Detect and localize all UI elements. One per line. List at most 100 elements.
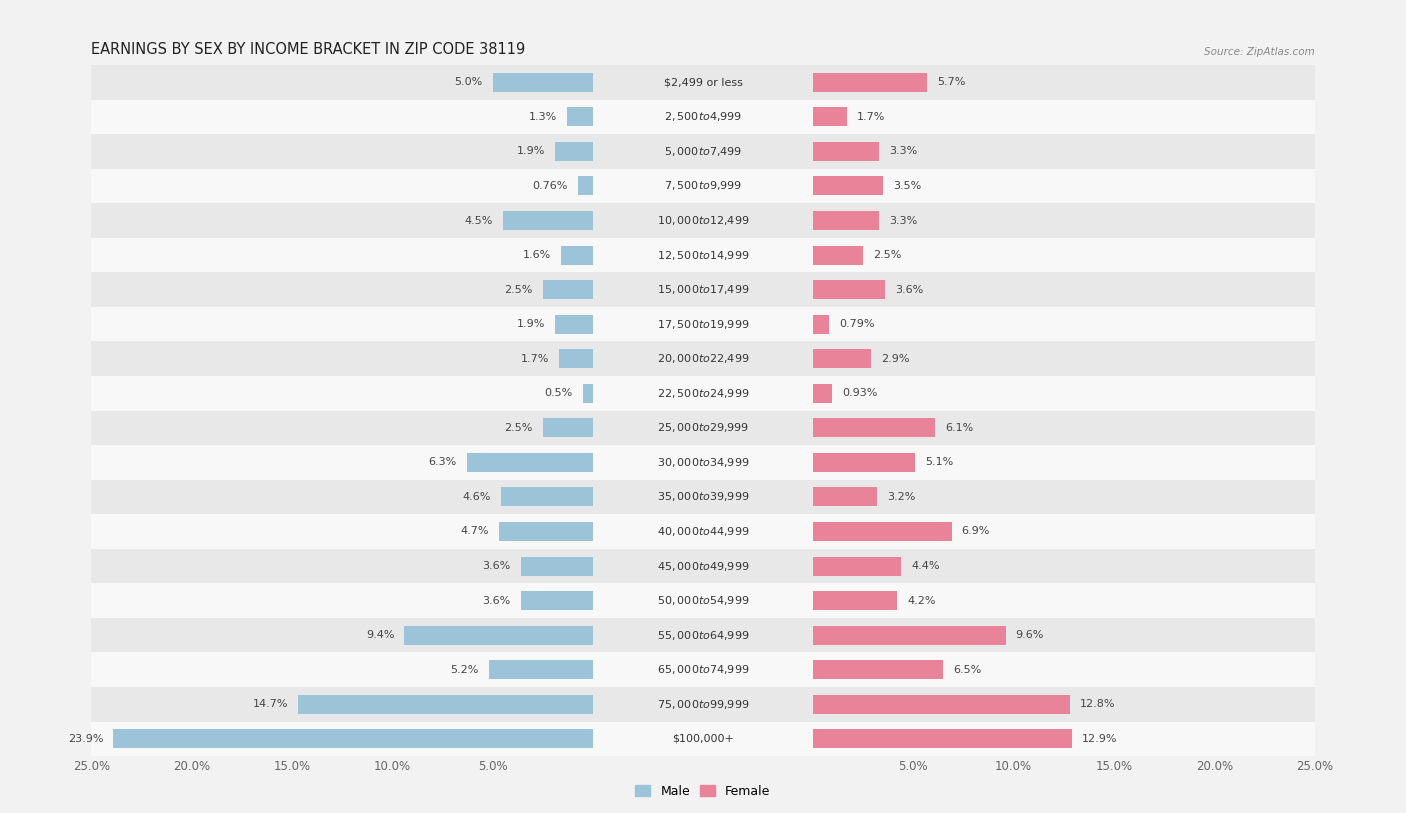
Text: 1.3%: 1.3%	[529, 112, 557, 122]
Bar	[583, 384, 593, 402]
Bar	[593, 376, 813, 411]
Text: 9.4%: 9.4%	[366, 630, 394, 640]
Text: $17,500 to $19,999: $17,500 to $19,999	[657, 318, 749, 331]
Bar	[91, 583, 593, 618]
Bar	[813, 341, 1315, 376]
Text: 14.7%: 14.7%	[253, 699, 288, 709]
Bar	[813, 134, 1315, 168]
Bar	[91, 341, 593, 376]
Text: 1.7%: 1.7%	[858, 112, 886, 122]
Text: $55,000 to $64,999: $55,000 to $64,999	[657, 628, 749, 641]
Bar	[543, 280, 593, 299]
Bar	[593, 65, 813, 99]
Text: 3.5%: 3.5%	[893, 181, 921, 191]
Legend: Male, Female: Male, Female	[630, 780, 776, 802]
Text: $25,000 to $29,999: $25,000 to $29,999	[657, 421, 749, 434]
Text: 2.5%: 2.5%	[873, 250, 901, 260]
Bar	[593, 618, 813, 652]
Text: $100,000+: $100,000+	[672, 734, 734, 744]
Bar	[593, 722, 813, 756]
Bar	[813, 591, 897, 610]
Text: $75,000 to $99,999: $75,000 to $99,999	[657, 698, 749, 711]
Text: $40,000 to $44,999: $40,000 to $44,999	[657, 525, 749, 538]
Bar	[91, 722, 593, 756]
Text: 0.76%: 0.76%	[533, 181, 568, 191]
Bar	[91, 99, 593, 134]
Bar	[91, 445, 593, 480]
Bar	[813, 176, 883, 195]
Text: 12.8%: 12.8%	[1080, 699, 1115, 709]
Bar	[593, 307, 813, 341]
Bar	[91, 514, 593, 549]
Bar	[593, 411, 813, 445]
Text: 4.6%: 4.6%	[463, 492, 491, 502]
Text: 5.7%: 5.7%	[938, 77, 966, 87]
Bar	[593, 549, 813, 583]
Bar	[593, 514, 813, 549]
Text: $50,000 to $54,999: $50,000 to $54,999	[657, 594, 749, 607]
Text: $20,000 to $22,499: $20,000 to $22,499	[657, 352, 749, 365]
Text: 3.3%: 3.3%	[890, 215, 918, 225]
Bar	[813, 203, 1315, 237]
Text: 1.9%: 1.9%	[516, 146, 544, 156]
Bar	[813, 583, 1315, 618]
Text: 3.2%: 3.2%	[887, 492, 915, 502]
Text: 2.9%: 2.9%	[882, 354, 910, 363]
Text: 12.9%: 12.9%	[1081, 734, 1118, 744]
Bar	[558, 350, 593, 368]
Text: 6.5%: 6.5%	[953, 665, 981, 675]
Bar	[91, 203, 593, 237]
Bar	[593, 583, 813, 618]
Bar	[813, 652, 1315, 687]
Bar	[813, 618, 1315, 652]
Text: 9.6%: 9.6%	[1015, 630, 1045, 640]
Bar	[489, 660, 593, 679]
Text: $2,500 to $4,999: $2,500 to $4,999	[664, 111, 742, 124]
Text: 3.6%: 3.6%	[482, 561, 510, 571]
Bar	[298, 695, 593, 714]
Bar	[91, 237, 593, 272]
Text: $22,500 to $24,999: $22,500 to $24,999	[657, 387, 749, 400]
Text: $2,499 or less: $2,499 or less	[664, 77, 742, 87]
Bar	[813, 280, 886, 299]
Text: 3.6%: 3.6%	[482, 596, 510, 606]
Bar	[813, 729, 1071, 748]
Bar	[813, 695, 1070, 714]
Bar	[813, 107, 848, 126]
Bar	[593, 480, 813, 514]
Text: 5.2%: 5.2%	[450, 665, 478, 675]
Bar	[593, 134, 813, 168]
Bar	[813, 522, 952, 541]
Bar	[91, 618, 593, 652]
Bar	[813, 514, 1315, 549]
Text: 4.2%: 4.2%	[907, 596, 936, 606]
Bar	[467, 453, 593, 472]
Text: $5,000 to $7,499: $5,000 to $7,499	[664, 145, 742, 158]
Text: $65,000 to $74,999: $65,000 to $74,999	[657, 663, 749, 676]
Bar	[91, 168, 593, 203]
Text: $15,000 to $17,499: $15,000 to $17,499	[657, 283, 749, 296]
Bar	[91, 376, 593, 411]
Bar	[813, 626, 1005, 645]
Bar	[813, 211, 879, 230]
Bar	[91, 65, 593, 99]
Text: 4.5%: 4.5%	[464, 215, 492, 225]
Bar	[813, 419, 935, 437]
Bar	[405, 626, 593, 645]
Text: $7,500 to $9,999: $7,500 to $9,999	[664, 180, 742, 193]
Text: 5.1%: 5.1%	[925, 458, 953, 467]
Bar	[520, 591, 593, 610]
Bar	[813, 168, 1315, 203]
Bar	[813, 307, 1315, 341]
Text: $35,000 to $39,999: $35,000 to $39,999	[657, 490, 749, 503]
Bar	[555, 315, 593, 333]
Bar	[561, 246, 593, 264]
Bar	[813, 453, 915, 472]
Text: 1.9%: 1.9%	[516, 320, 544, 329]
Bar	[813, 246, 863, 264]
Bar	[813, 142, 879, 161]
Bar	[502, 211, 593, 230]
Text: 23.9%: 23.9%	[67, 734, 104, 744]
Bar	[813, 480, 1315, 514]
Text: 6.3%: 6.3%	[429, 458, 457, 467]
